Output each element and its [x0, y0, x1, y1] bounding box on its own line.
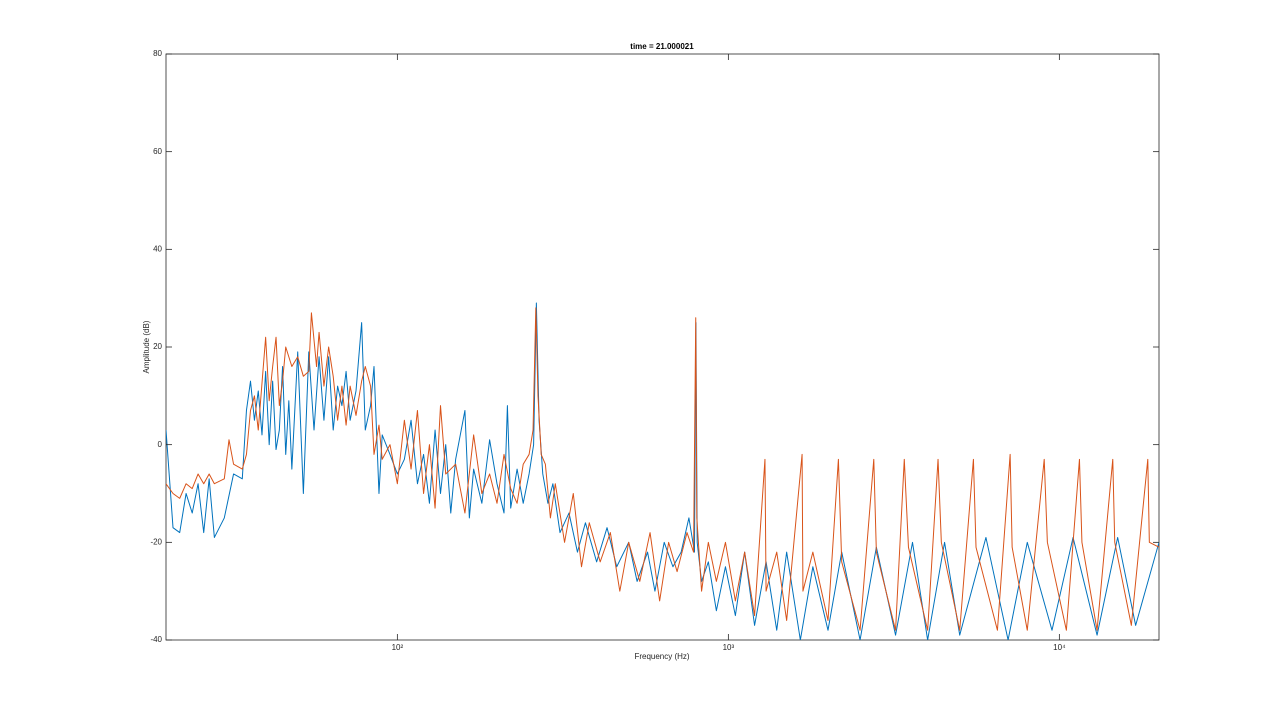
plot-area	[166, 302, 1159, 640]
y-axis-label: Amplitude (dB)	[142, 320, 151, 373]
x-axis-label: Frequency (Hz)	[634, 652, 689, 661]
y-tick-label: 0	[158, 440, 163, 449]
y-tick-label: -40	[150, 635, 162, 644]
series-line	[166, 302, 1159, 640]
y-tick-label: 60	[153, 147, 162, 156]
y-tick-label: 80	[153, 49, 162, 58]
chart-title: time = 21.000021	[630, 42, 694, 51]
y-tick-label: -20	[150, 537, 162, 546]
x-tick-label: 10²	[392, 643, 404, 652]
x-tick-label: 10⁴	[1053, 643, 1066, 652]
y-tick-label: 40	[153, 244, 162, 253]
axes-box	[165, 53, 1160, 641]
series-line	[166, 307, 1159, 631]
y-tick-label: 20	[153, 342, 162, 351]
x-tick-label: 10³	[723, 643, 735, 652]
